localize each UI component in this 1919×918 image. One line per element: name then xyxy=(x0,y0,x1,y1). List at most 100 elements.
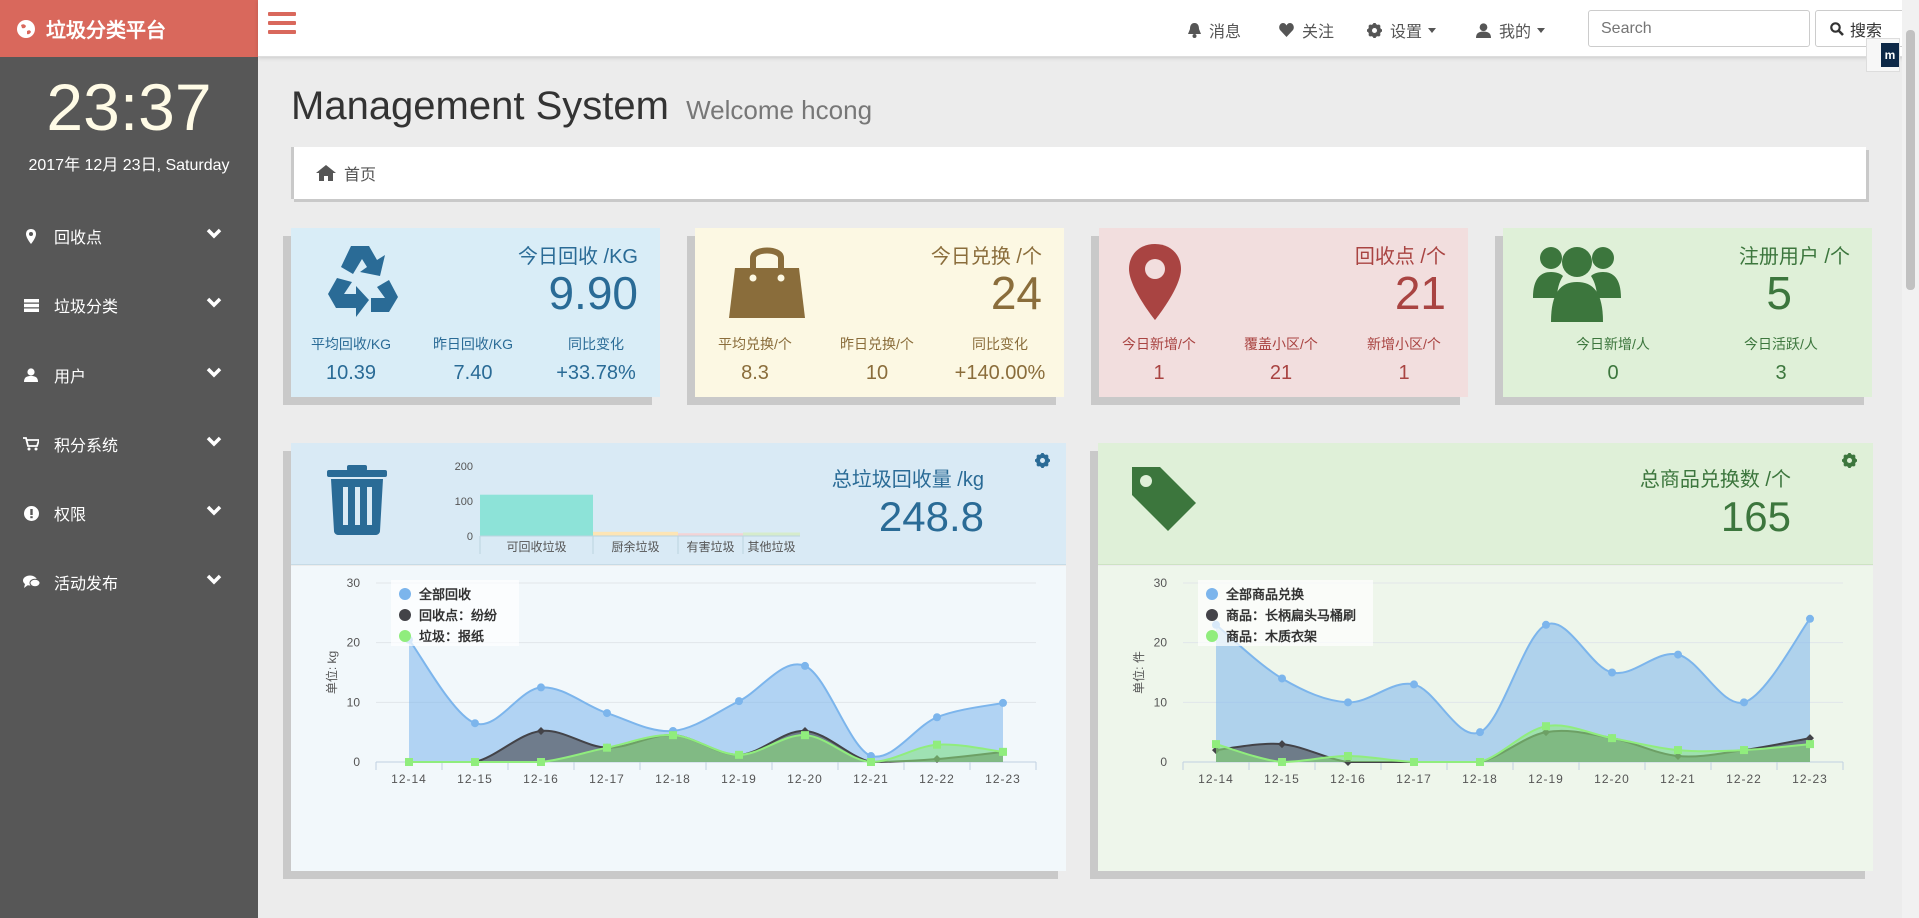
data-point xyxy=(1278,758,1286,766)
side-widget-tab[interactable]: m xyxy=(1866,38,1900,72)
chevron-down-icon xyxy=(206,228,222,239)
sidebar-item-points-system[interactable]: 积分系统 xyxy=(0,424,258,464)
card-stat-label: 平均兑换/个 xyxy=(718,336,792,352)
sidebar-item-events[interactable]: 活动发布 xyxy=(0,562,258,602)
card-stat-value: 1 xyxy=(1398,362,1410,384)
legend-label: 全部回收 xyxy=(418,587,472,602)
bar-y-tick-label: 200 xyxy=(455,461,473,473)
x-tick-label: 12-22 xyxy=(919,772,955,786)
legend-label: 回收点：纷纷 xyxy=(419,608,498,623)
legend-box xyxy=(1198,580,1373,646)
card-value: 5 xyxy=(1766,267,1792,319)
scrollbar-thumb[interactable] xyxy=(1906,30,1915,290)
data-point xyxy=(933,740,941,749)
legend-marker xyxy=(1206,588,1218,600)
search-input[interactable] xyxy=(1588,10,1810,47)
y-tick-label: 10 xyxy=(347,695,361,709)
data-point xyxy=(1476,758,1484,766)
card-title: 今日兑换 /个 xyxy=(930,246,1042,268)
panel-header: 0 100 200 可回收垃圾 厨余垃圾 有害垃圾 其他垃圾 总垃圾回收量 /kg 248.… xyxy=(291,443,1066,565)
tag-icon xyxy=(1132,467,1196,531)
page-subtitle: Welcome hcong xyxy=(686,95,873,125)
chevron-down-icon xyxy=(206,574,222,585)
panel-total-exchange: 总商品兑换数 /个 165 0 10 20 30 12-14 12-15 12-16 12-1… xyxy=(1098,443,1873,871)
data-point xyxy=(1476,728,1484,737)
x-tick-label: 12-15 xyxy=(457,772,493,786)
caret-down-icon xyxy=(1537,27,1546,33)
nav-mine[interactable]: 我的 xyxy=(1476,18,1546,42)
panel-value: 165 xyxy=(1720,493,1791,540)
brand-title: 垃圾分类平台 xyxy=(46,20,166,42)
data-point xyxy=(735,697,743,706)
y-tick-label: 30 xyxy=(347,576,361,590)
chevron-down-icon xyxy=(206,367,222,378)
gear-icon[interactable] xyxy=(1842,453,1857,468)
card-stat-label: 今日活跃/人 xyxy=(1744,336,1818,352)
card-stat-label: 覆盖小区/个 xyxy=(1244,336,1318,352)
sidebar-item-label: 积分系统 xyxy=(54,438,119,455)
y-axis-label: 单位: kg xyxy=(324,651,339,694)
y-tick-label: 0 xyxy=(1160,755,1167,769)
search-icon xyxy=(1830,21,1844,36)
nav-follow[interactable]: 关注 xyxy=(1279,18,1334,42)
legend-marker xyxy=(1206,609,1218,621)
card-value: 21 xyxy=(1394,267,1446,319)
panel-total-recycle: 0 100 200 可回收垃圾 厨余垃圾 有害垃圾 其他垃圾 总垃圾回收量 /kg 248.… xyxy=(291,443,1066,871)
legend-label: 垃圾：报纸 xyxy=(419,629,484,644)
brand[interactable]: 垃圾分类平台 xyxy=(0,0,258,57)
data-point xyxy=(1674,650,1682,659)
nav-messages-label: 消息 xyxy=(1209,24,1242,41)
clock-date: 2017年 12月 23日, Saturday xyxy=(28,157,230,174)
sidebar-item-label: 垃圾分类 xyxy=(54,299,119,316)
bar-category-label: 厨余垃圾 xyxy=(611,539,659,554)
data-point xyxy=(999,698,1007,707)
x-tick-label: 12-17 xyxy=(589,772,625,786)
legend-marker xyxy=(399,588,411,600)
category-bar-chart: 0 100 200 可回收垃圾 厨余垃圾 有害垃圾 其他垃圾 xyxy=(455,461,800,554)
gear-icon[interactable] xyxy=(1035,453,1050,468)
sidebar-item-permissions[interactable]: 权限 xyxy=(0,493,258,533)
nav-messages[interactable]: 消息 xyxy=(1188,18,1241,42)
card-stat-value: 10.39 xyxy=(325,362,377,384)
nav-settings[interactable]: 设置 xyxy=(1367,18,1437,42)
card-stat-value: 10 xyxy=(865,362,889,384)
data-point xyxy=(1278,674,1286,683)
data-point xyxy=(1674,746,1682,755)
card-stat-label: 今日新增/人 xyxy=(1576,336,1650,352)
x-tick-label: 12-22 xyxy=(1726,772,1762,786)
data-point xyxy=(669,731,677,740)
breadcrumb-home[interactable]: 首页 xyxy=(344,167,377,184)
data-point xyxy=(1806,614,1814,623)
data-point xyxy=(1410,680,1418,689)
user-icon xyxy=(1476,22,1491,38)
data-point xyxy=(1542,722,1550,731)
legend-marker xyxy=(399,609,411,621)
user-icon xyxy=(20,368,42,382)
data-point xyxy=(1410,758,1418,766)
card-stat-label: 今日新增/个 xyxy=(1122,336,1196,352)
data-point xyxy=(405,758,413,766)
sidebar-item-users[interactable]: 用户 xyxy=(0,355,258,395)
card-title: 回收点 /个 xyxy=(1354,246,1446,268)
x-tick-label: 12-20 xyxy=(787,772,823,786)
y-tick-label: 10 xyxy=(1154,695,1168,709)
sidebar-item-label: 权限 xyxy=(54,507,87,524)
bar xyxy=(480,494,593,536)
legend-label: 商品：木质衣架 xyxy=(1226,629,1317,644)
home-icon[interactable] xyxy=(316,165,336,181)
nav-settings-label: 设置 xyxy=(1390,24,1423,41)
sidebar-item-waste-classes[interactable]: 垃圾分类 xyxy=(0,285,258,325)
sidebar-item-recycle-points[interactable]: 回收点 xyxy=(0,216,258,256)
menu-toggle-icon[interactable] xyxy=(268,12,296,38)
bar-category-label: 有害垃圾 xyxy=(686,539,734,554)
data-point xyxy=(1212,740,1220,749)
card-stat-label: 同比变化 xyxy=(972,336,1028,352)
stat-card-recycle-points: 回收点 /个 21 今日新增/个 1 覆盖小区/个 21 新增小区/个 1 xyxy=(1099,228,1468,397)
server-icon xyxy=(20,298,42,312)
data-point xyxy=(1806,740,1814,749)
series-line xyxy=(409,734,1004,764)
page-scrollbar[interactable] xyxy=(1902,0,1919,918)
stat-card-today-recycle: 今日回收 /KG 9.90 平均回收/KG 10.39 昨日回收/KG 7.40… xyxy=(291,228,660,397)
x-tick-label: 12-14 xyxy=(1198,772,1234,786)
legend-marker xyxy=(1206,630,1218,642)
